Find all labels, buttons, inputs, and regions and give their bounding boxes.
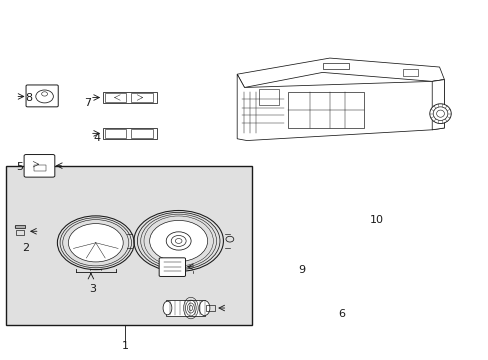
- Polygon shape: [237, 74, 444, 140]
- Text: 9: 9: [298, 265, 305, 275]
- Bar: [402, 69, 417, 76]
- Text: 4: 4: [94, 133, 101, 143]
- Ellipse shape: [149, 220, 207, 261]
- Text: 8: 8: [25, 93, 33, 103]
- Polygon shape: [431, 80, 444, 130]
- Bar: [288, 92, 363, 128]
- Polygon shape: [259, 89, 278, 105]
- Bar: [34, 165, 45, 171]
- Text: 2: 2: [22, 243, 30, 253]
- FancyBboxPatch shape: [24, 154, 55, 177]
- Bar: [103, 92, 157, 103]
- FancyBboxPatch shape: [159, 258, 185, 276]
- Ellipse shape: [163, 301, 171, 315]
- Bar: [16, 230, 24, 234]
- Bar: [15, 225, 25, 228]
- Bar: [322, 63, 348, 69]
- Ellipse shape: [429, 104, 450, 123]
- Bar: [131, 93, 153, 102]
- FancyBboxPatch shape: [26, 85, 58, 107]
- Text: 6: 6: [338, 310, 345, 319]
- Text: 3: 3: [89, 284, 96, 294]
- Bar: [104, 129, 126, 138]
- Text: 5: 5: [16, 162, 22, 172]
- Bar: [104, 93, 126, 102]
- Ellipse shape: [199, 301, 209, 316]
- Text: 7: 7: [84, 98, 91, 108]
- Ellipse shape: [68, 224, 123, 262]
- Bar: [5, 166, 251, 325]
- Bar: [166, 301, 205, 316]
- Bar: [206, 305, 215, 311]
- Polygon shape: [237, 58, 444, 87]
- Text: 1: 1: [122, 341, 128, 351]
- Bar: [131, 129, 153, 138]
- Text: 10: 10: [369, 215, 384, 225]
- Bar: [103, 128, 157, 139]
